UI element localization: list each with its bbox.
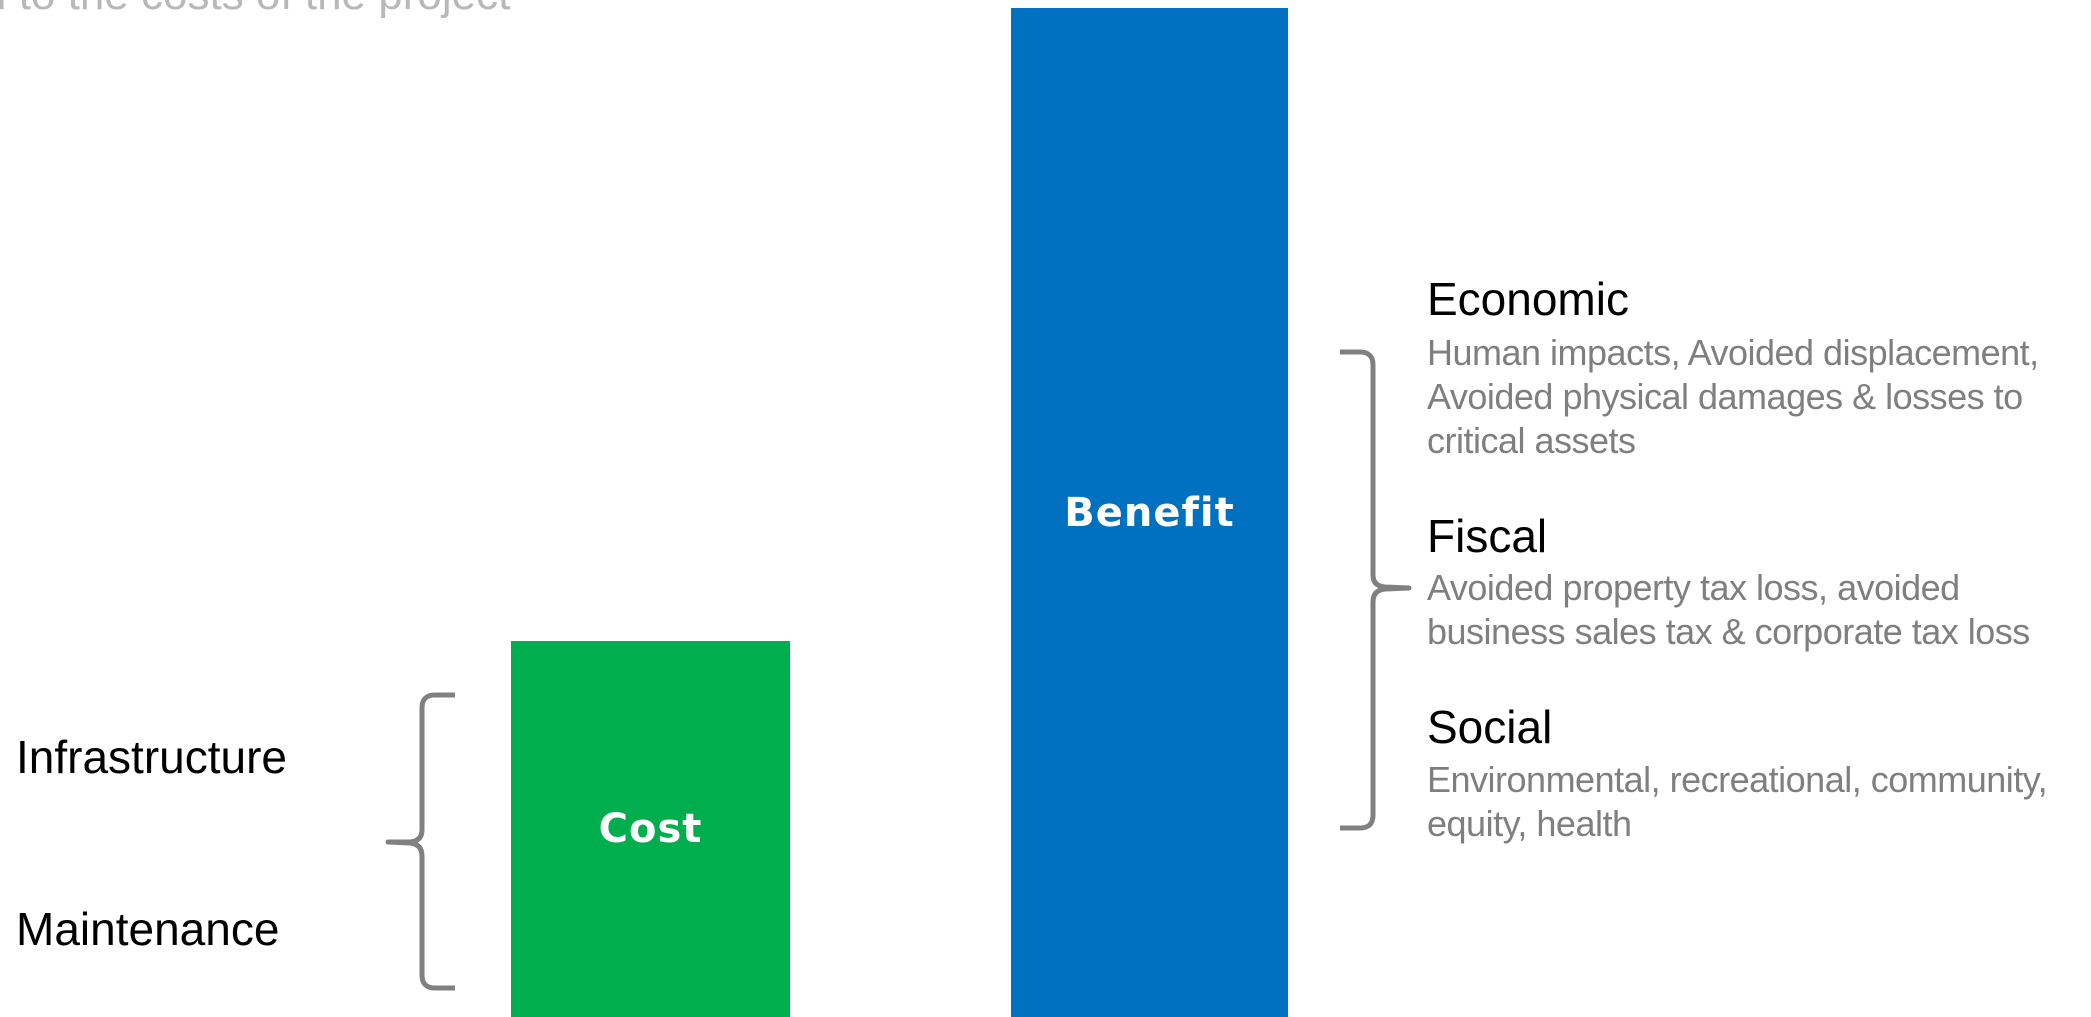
benefit-bar-label: Benefit: [1064, 489, 1235, 536]
benefit-brace: [1340, 349, 1412, 831]
cost-bar: Cost: [511, 641, 790, 1017]
cost-brace: [385, 692, 455, 991]
category-desc-fiscal: Avoided property tax loss, avoided busin…: [1427, 567, 2030, 652]
cost-bar-label: Cost: [598, 806, 703, 852]
category-desc-economic: Human impacts, Avoided displacement, Avo…: [1427, 332, 2039, 461]
benefit-bar: Benefit: [1011, 8, 1288, 1017]
category-title-economic: Economic: [1427, 273, 1629, 325]
cost-item-maintenance: Maintenance: [16, 903, 280, 955]
category-title-fiscal: Fiscal: [1427, 510, 1548, 562]
cost-item-infrastructure: Infrastructure: [16, 731, 287, 783]
category-desc-social: Environmental, recreational, community, …: [1427, 759, 2048, 844]
category-title-social: Social: [1427, 701, 1553, 753]
page-subtitle: d to the costs of the project: [0, 0, 510, 20]
